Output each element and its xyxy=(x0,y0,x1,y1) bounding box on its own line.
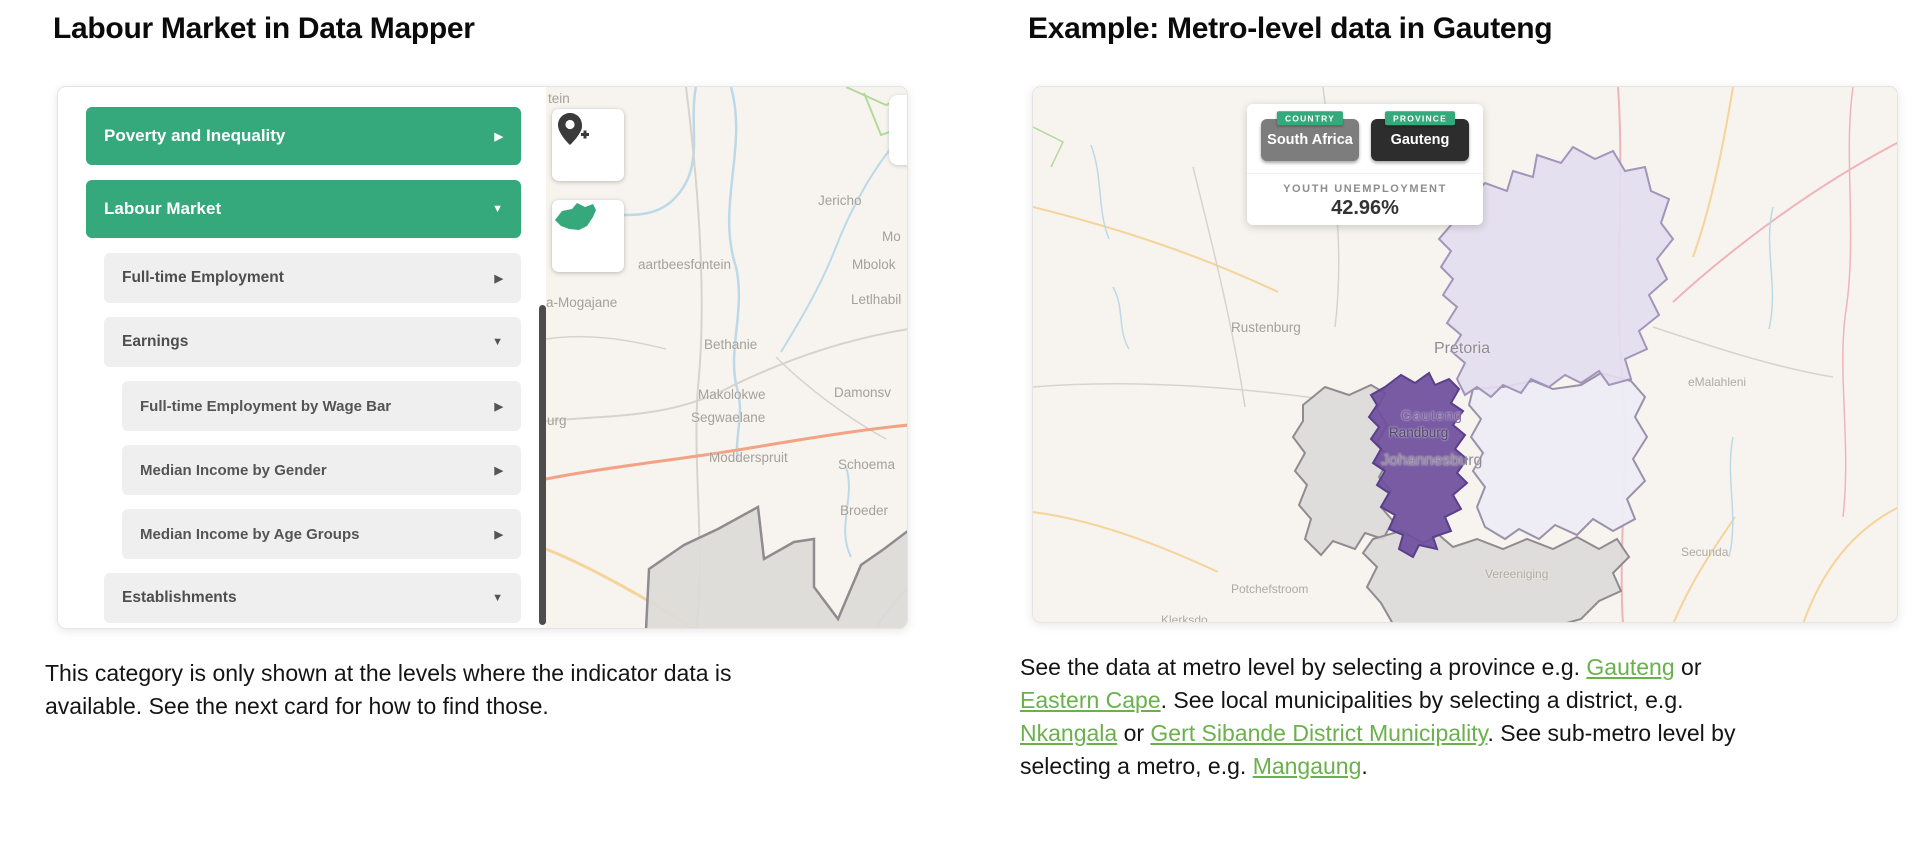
map-label-tein: tein xyxy=(548,91,570,106)
add-location-button[interactable] xyxy=(552,109,624,181)
chevron-down-icon: ▼ xyxy=(492,336,503,348)
chevron-down-icon: ▼ xyxy=(492,592,503,604)
country-name: South Africa xyxy=(1267,132,1353,148)
chevron-down-icon: ▼ xyxy=(492,203,503,215)
menu-item-label: Labour Market xyxy=(104,199,222,218)
indicator-menu: Poverty and Inequality ▶ Labour Market ▼ Ful… xyxy=(58,87,546,628)
country-view-button[interactable] xyxy=(552,200,624,272)
map-label-klerksdo: Klerksdo xyxy=(1161,613,1208,623)
right-map[interactable]: Rustenburg Pretoria eMalahleni Gauteng Randb… xyxy=(1033,87,1897,623)
metric-value: 42.96% xyxy=(1331,197,1399,219)
chevron-right-icon: ▶ xyxy=(494,130,503,143)
left-column: Labour Market in Data Mapper xyxy=(45,10,925,723)
province-pill[interactable]: PROVINCE Gauteng xyxy=(1371,111,1469,161)
caption-text: . See sub-metro level by selecting a met… xyxy=(1020,720,1736,779)
page-title: Labour Market in Data Mapper xyxy=(53,12,475,45)
map-label-bethanie: Bethanie xyxy=(704,337,758,352)
region-ekurhuleni[interactable] xyxy=(1467,371,1649,541)
map-label-johannesburg: Johannesburg xyxy=(1381,452,1483,469)
map-label-makolokwe: Makolokwe xyxy=(698,387,766,402)
caption-text: or xyxy=(1117,720,1151,746)
map-label-mo: Mo xyxy=(882,229,901,244)
right-caption: See the data at metro level by selecting… xyxy=(1020,651,1770,783)
map-label-potchefstroom: Potchefstroom xyxy=(1231,582,1309,596)
map-label-modderspruit: Modderspruit xyxy=(709,450,788,465)
chevron-right-icon: ▶ xyxy=(494,400,503,413)
map-label-gauteng: Gauteng xyxy=(1401,408,1464,423)
region-sedibeng[interactable] xyxy=(1361,529,1631,623)
link-eastern-cape[interactable]: Eastern Cape xyxy=(1020,687,1161,713)
map-label-jericho: Jericho xyxy=(818,193,862,208)
chevron-right-icon: ▶ xyxy=(494,528,503,541)
menu-item-establishments[interactable]: Establishments ▼ xyxy=(104,573,521,623)
menu-item-full-time-employment[interactable]: Full-time Employment ▶ xyxy=(104,253,521,303)
menu-item-label: Median Income by Gender xyxy=(140,461,327,479)
map-label-secunda: Secunda xyxy=(1681,545,1729,559)
menu-item-label: Earnings xyxy=(122,333,189,350)
link-gert-sibande-district-municipality[interactable]: Gert Sibande District Municipality xyxy=(1150,720,1488,746)
province-name: Gauteng xyxy=(1390,132,1450,148)
map-control-partial[interactable] xyxy=(889,95,907,165)
gauteng-map-card: Rustenburg Pretoria eMalahleni Gauteng Randb… xyxy=(1032,86,1898,623)
right-map-svg xyxy=(1033,87,1897,623)
left-caption: This category is only shown at the level… xyxy=(45,660,732,719)
province-tag: PROVINCE xyxy=(1385,111,1455,126)
region-shaded-municipality[interactable] xyxy=(644,505,908,629)
map-label-mbolok: Mbolok xyxy=(852,257,896,272)
map-label-a-mogajane: a-Mogajane xyxy=(546,295,618,310)
link-gauteng[interactable]: Gauteng xyxy=(1586,654,1675,680)
chevron-right-icon: ▶ xyxy=(494,464,503,477)
map-label-schoema: Schoema xyxy=(838,457,896,472)
map-tooltip: COUNTRY South Africa PROVINCE Gauteng YO… xyxy=(1247,104,1483,225)
country-pill[interactable]: COUNTRY South Africa xyxy=(1261,111,1359,161)
map-label-urg: urg xyxy=(547,413,567,428)
map-label-broeder: Broeder xyxy=(840,503,889,518)
map-label-aartbeesfontein: aartbeesfontein xyxy=(638,257,732,272)
menu-item-labour-market[interactable]: Labour Market ▼ xyxy=(86,180,521,238)
data-mapper-card: tein Jericho Mo aartbeesfontein Mbolok a-Moga… xyxy=(57,86,908,629)
menu-item-label: Full-time Employment xyxy=(122,269,284,286)
page-title-right: Example: Metro-level data in Gauteng xyxy=(1028,12,1553,45)
map-label-segwaelane: Segwaelane xyxy=(691,410,766,425)
link-nkangala[interactable]: Nkangala xyxy=(1020,720,1118,746)
left-map[interactable]: tein Jericho Mo aartbeesfontein Mbolok a-Moga… xyxy=(546,87,908,629)
menu-scrollbar[interactable] xyxy=(539,305,546,625)
menu-item-earnings[interactable]: Earnings ▼ xyxy=(104,317,521,367)
link-mangaung[interactable]: Mangaung xyxy=(1252,753,1362,779)
menu-item-label: Poverty and Inequality xyxy=(104,126,286,145)
country-tag: COUNTRY xyxy=(1276,111,1344,126)
menu-item-label: Median Income by Age Groups xyxy=(140,525,360,543)
menu-item-poverty-and-inequality[interactable]: Poverty and Inequality ▶ xyxy=(86,107,521,165)
caption-text: See the data at metro level by selecting… xyxy=(1020,654,1587,680)
map-label-damonsv: Damonsv xyxy=(834,385,892,400)
chevron-right-icon: ▶ xyxy=(494,272,503,285)
region-tshwane[interactable] xyxy=(1437,145,1675,399)
map-label-emalahleni: eMalahleni xyxy=(1688,375,1747,389)
caption-text: or xyxy=(1674,654,1702,680)
map-label-pretoria: Pretoria xyxy=(1434,340,1491,357)
south-africa-icon xyxy=(555,203,596,230)
map-label-randburg: Randburg xyxy=(1389,425,1449,440)
menu-item-label: Establishments xyxy=(122,589,237,606)
menu-item-median-income-by-age-groups[interactable]: Median Income by Age Groups ▶ xyxy=(122,509,521,559)
menu-item-full-time-employment-by-wage-bar[interactable]: Full-time Employment by Wage Bar ▶ xyxy=(122,381,521,431)
map-label-letlhabil: Letlhabil xyxy=(851,292,902,307)
map-label-rustenburg: Rustenburg xyxy=(1231,320,1301,335)
caption-text: . See local municipalities by selecting … xyxy=(1160,687,1684,713)
caption-text: . xyxy=(1361,753,1368,779)
menu-item-median-income-by-gender[interactable]: Median Income by Gender ▶ xyxy=(122,445,521,495)
map-label-vereeniging: Vereeniging xyxy=(1485,567,1549,581)
region-johannesburg-selected[interactable] xyxy=(1367,371,1469,559)
menu-item-label: Full-time Employment by Wage Bar xyxy=(140,397,392,415)
pin-plus-icon xyxy=(558,113,589,145)
metric-label: YOUTH UNEMPLOYMENT xyxy=(1283,183,1447,195)
right-column: Example: Metro-level data in Gauteng xyxy=(1020,10,1910,783)
